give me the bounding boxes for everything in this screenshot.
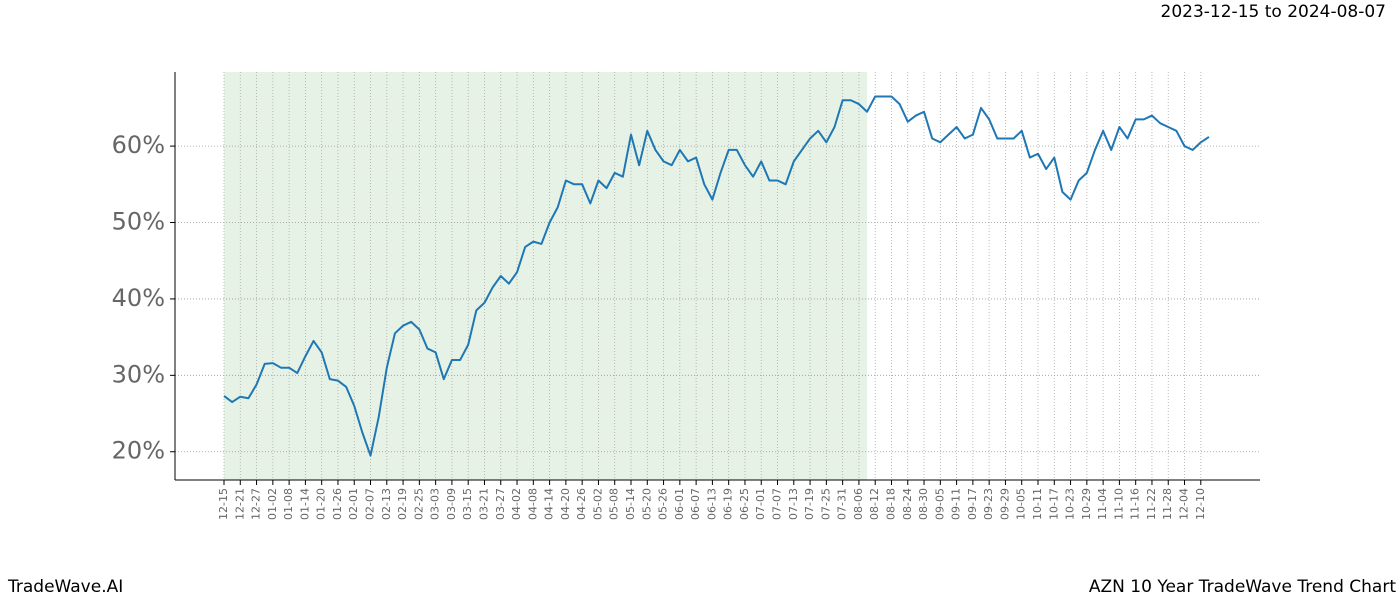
brand: TradeWave.AI (7, 577, 123, 597)
x-tick-label: 10-11 (1031, 488, 1044, 520)
x-tick-label: 07-31 (836, 488, 849, 520)
x-tick-label: 01-26 (331, 488, 344, 520)
x-tick-label: 12-21 (233, 488, 246, 520)
x-tick-label: 05-08 (608, 488, 621, 520)
x-tick-label: 11-10 (1112, 488, 1125, 520)
x-tick-label: 07-07 (771, 488, 784, 520)
x-tick-label: 03-09 (445, 488, 458, 520)
x-tick-label: 08-12 (868, 488, 881, 520)
x-tick-label: 03-27 (494, 488, 507, 520)
x-tick-label: 01-02 (266, 488, 279, 520)
x-tick-label: 11-28 (1161, 488, 1174, 520)
x-tick-label: 06-25 (738, 488, 751, 520)
x-tick-label: 09-23 (982, 488, 995, 520)
x-tick-label: 03-21 (477, 488, 490, 520)
x-tick-label: 12-04 (1178, 488, 1191, 520)
x-tick-label: 04-20 (559, 488, 572, 520)
x-tick-label: 08-18 (884, 488, 897, 520)
x-tick-label: 02-07 (364, 488, 377, 520)
x-tick-label: 02-19 (396, 488, 409, 520)
x-tick-label: 09-17 (966, 488, 979, 520)
y-tick-label: 30% (112, 360, 165, 388)
x-tick-label: 07-13 (787, 488, 800, 520)
x-tick-label: 12-15 (217, 488, 230, 520)
x-tick-label: 06-01 (673, 488, 686, 520)
x-tick-label: 10-05 (1015, 488, 1028, 520)
x-tick-label: 04-02 (510, 488, 523, 520)
x-tick-label: 09-11 (950, 488, 963, 520)
x-tick-label: 11-16 (1129, 488, 1142, 520)
x-tick-label: 12-27 (250, 488, 263, 520)
x-tick-label: 07-19 (803, 488, 816, 520)
x-tick-label: 03-03 (429, 488, 442, 520)
y-tick-label: 50% (112, 208, 165, 236)
x-tick-label: 06-07 (689, 488, 702, 520)
x-tick-label: 08-30 (917, 488, 930, 520)
chart-name: AZN 10 Year TradeWave Trend Chart (1089, 577, 1396, 597)
x-tick-label: 11-22 (1145, 488, 1158, 520)
x-tick-label: 05-02 (591, 488, 604, 520)
x-tick-label: 02-13 (380, 488, 393, 520)
x-tick-label: 05-14 (624, 488, 637, 520)
x-tick-label: 02-25 (412, 488, 425, 520)
x-tick-label: 01-14 (298, 488, 311, 520)
x-tick-label: 11-04 (1096, 488, 1109, 520)
x-tick-label: 05-20 (640, 488, 653, 520)
x-tick-label: 01-20 (315, 488, 328, 520)
y-tick-label: 20% (112, 437, 165, 465)
x-tick-label: 04-08 (526, 488, 539, 520)
trend-line (223, 95, 1210, 457)
x-tick-label: 07-01 (754, 488, 767, 520)
x-tick-label: 09-05 (933, 488, 946, 520)
highlight-region (224, 72, 868, 480)
y-tick-label: 40% (112, 284, 165, 312)
x-tick-label: 12-10 (1194, 488, 1207, 520)
x-tick-label: 06-19 (722, 488, 735, 520)
x-tick-label: 09-29 (998, 488, 1011, 520)
y-tick-label: 60% (112, 131, 165, 159)
date-range: 2023-12-15 to 2024-08-07 (1161, 2, 1386, 22)
x-tick-label: 07-25 (819, 488, 832, 520)
x-tick-label: 10-23 (1064, 488, 1077, 520)
x-tick-label: 02-01 (347, 488, 360, 520)
x-tick-label: 06-13 (705, 488, 718, 520)
x-tick-label: 04-14 (543, 488, 556, 520)
x-tick-label: 08-06 (852, 488, 865, 520)
x-tick-label: 08-24 (901, 488, 914, 520)
x-tick-label: 10-29 (1080, 488, 1093, 520)
x-tick-label: 01-08 (282, 488, 295, 520)
x-tick-label: 05-26 (657, 488, 670, 520)
x-tick-label: 04-26 (575, 488, 588, 520)
x-tick-label: 03-15 (461, 488, 474, 520)
x-tick-label: 10-17 (1047, 488, 1060, 520)
